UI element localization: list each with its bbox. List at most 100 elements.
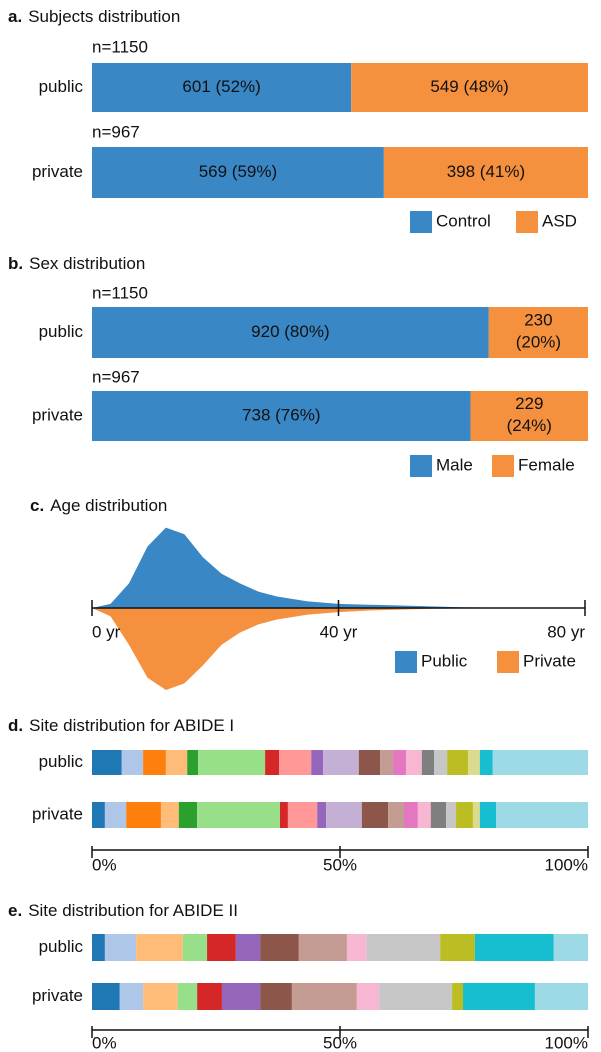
panel-title: a. Subjects distribution: [8, 7, 180, 26]
value-label: 230 (20%): [516, 311, 561, 352]
panel-label: c.: [30, 496, 44, 515]
bar-segment: [446, 802, 457, 828]
bar-segment: [488, 307, 588, 358]
bar-segment: [279, 802, 288, 828]
bar-segment: [553, 934, 588, 961]
bar-segment: [311, 750, 324, 775]
sample-size: n=967: [92, 122, 140, 141]
bar-segment: [463, 983, 535, 1010]
bar-segment: [92, 307, 489, 358]
bar-segment: [326, 802, 362, 828]
bar-segment: [260, 934, 299, 961]
bar-segment: [470, 391, 588, 441]
value-label: 229 (24%): [507, 394, 552, 435]
panel-label: a.: [8, 7, 22, 26]
bar-segment: [366, 934, 441, 961]
bar-segment: [92, 802, 105, 828]
bar-segment: [92, 934, 105, 961]
legend-swatch: [497, 651, 519, 673]
legend-label: ASD: [542, 211, 577, 230]
x-tick-label: 80 yr: [547, 622, 585, 641]
legend-swatch: [410, 211, 432, 233]
bar-segment: [143, 983, 178, 1010]
panel-label: e.: [8, 901, 22, 920]
category-label: public: [39, 322, 84, 341]
bar-segment: [92, 750, 122, 775]
category-label: private: [32, 804, 83, 823]
bar-segment: [104, 934, 137, 961]
x-tick-label: 100%: [545, 855, 588, 874]
bar-segment: [291, 983, 357, 1010]
panel-title: b. Sex distribution: [8, 254, 145, 273]
bar-segment: [383, 147, 588, 198]
bar-segment: [440, 934, 475, 961]
x-tick-label: 100%: [545, 1033, 588, 1052]
bar-segment: [221, 983, 261, 1010]
category-label: private: [32, 405, 83, 424]
value-label: 398 (41%): [447, 162, 525, 181]
bar-segment: [496, 802, 588, 828]
bar-segment: [182, 934, 208, 961]
panel-title: d. Site distribution for ABIDE I: [8, 716, 234, 735]
bar-segment: [472, 802, 480, 828]
panel-title-text: Sex distribution: [29, 254, 145, 273]
bar-segment: [356, 983, 380, 1010]
value-label: 738 (76%): [242, 405, 320, 424]
panel-title-text: Subjects distribution: [28, 7, 180, 26]
bar-segment: [358, 750, 381, 775]
bar-segment: [92, 63, 352, 112]
x-tick-label: 0%: [92, 855, 117, 874]
bar-segment: [467, 750, 480, 775]
panel-label: b.: [8, 254, 23, 273]
bar-segment: [405, 750, 422, 775]
bar-segment: [403, 802, 418, 828]
bar-segment: [178, 802, 198, 828]
bar-segment: [361, 802, 389, 828]
category-label: private: [32, 986, 83, 1005]
bar-segment: [197, 802, 280, 828]
bar-segment: [165, 750, 188, 775]
bar-segment: [434, 750, 448, 775]
bar-segment: [479, 802, 497, 828]
density-area: [92, 608, 585, 690]
value-label: 601 (52%): [182, 77, 260, 96]
x-tick-label: 40 yr: [320, 622, 358, 641]
category-label: public: [39, 937, 84, 956]
panel-title: e. Site distribution for ABIDE II: [8, 901, 238, 920]
value-label: 920 (80%): [251, 322, 329, 341]
sample-size: n=1150: [92, 283, 148, 302]
bar-segment: [452, 983, 464, 1010]
panel-title: c. Age distribution: [30, 496, 167, 515]
category-label: private: [32, 162, 83, 181]
bar-segment: [421, 750, 435, 775]
bar-segment: [160, 802, 179, 828]
x-tick-label: 0%: [92, 1033, 117, 1052]
bar-segment: [393, 750, 406, 775]
bar-segment: [388, 802, 404, 828]
bar-segment: [380, 750, 394, 775]
bar-segment: [298, 934, 347, 961]
legend-label: Female: [518, 455, 575, 474]
bar-segment: [317, 802, 327, 828]
bar-segment: [323, 750, 359, 775]
bar-segment: [92, 391, 471, 441]
category-label: public: [39, 752, 84, 771]
bar-segment: [278, 750, 312, 775]
x-tick-label: 50%: [323, 1033, 357, 1052]
sample-size: n=1150: [92, 37, 148, 56]
legend-swatch: [410, 455, 432, 477]
panel-label: d.: [8, 716, 23, 735]
bar-segment: [417, 802, 431, 828]
value-label: 549 (48%): [430, 77, 508, 96]
bar-segment: [121, 750, 144, 775]
bar-segment: [430, 802, 447, 828]
bar-segment: [235, 934, 261, 961]
bar-segment: [534, 983, 588, 1010]
bar-segment: [104, 802, 127, 828]
bar-segment: [265, 750, 279, 775]
panel-title-text: Site distribution for ABIDE I: [29, 716, 234, 735]
density-area: [92, 527, 585, 608]
bar-segment: [287, 802, 318, 828]
legend-label: Public: [421, 651, 468, 670]
